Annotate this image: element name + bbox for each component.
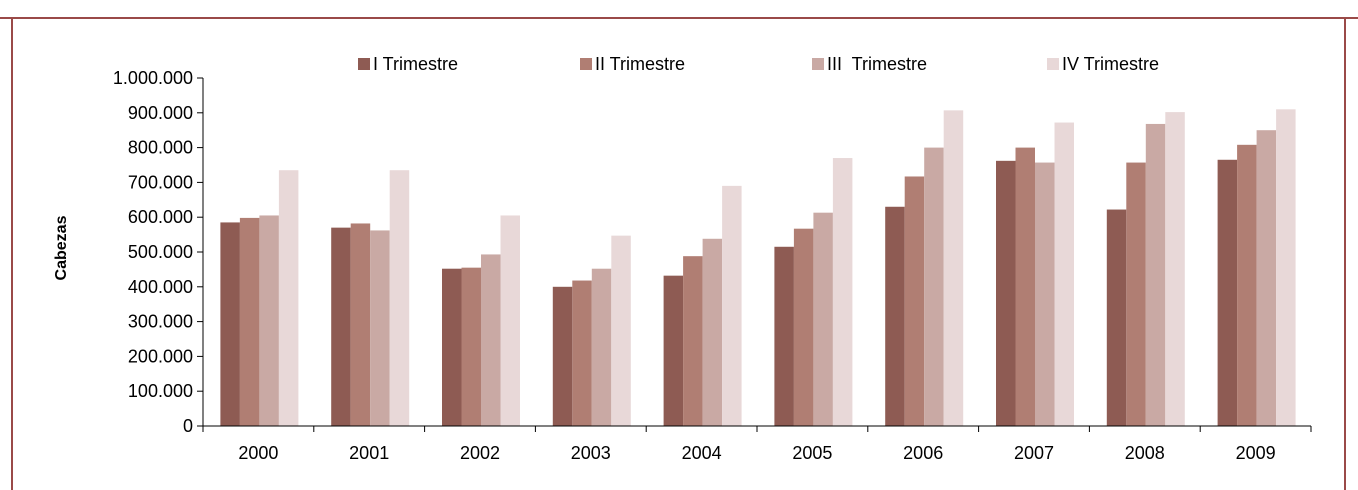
bar bbox=[442, 268, 462, 426]
bar bbox=[500, 215, 520, 426]
x-tick-label: 2000 bbox=[238, 443, 278, 463]
y-tick-label: 400.000 bbox=[128, 277, 193, 297]
y-tick-label: 200.000 bbox=[128, 346, 193, 366]
bar bbox=[259, 215, 279, 426]
x-tick-label: 2001 bbox=[349, 443, 389, 463]
bar bbox=[904, 176, 925, 426]
bar bbox=[278, 170, 299, 426]
x-tick-label: 2009 bbox=[1236, 443, 1276, 463]
bar bbox=[552, 286, 573, 426]
bar bbox=[1015, 147, 1035, 426]
legend-label: IV Trimestre bbox=[1062, 54, 1159, 74]
bar bbox=[591, 268, 612, 426]
bar bbox=[924, 147, 944, 426]
bar bbox=[1145, 123, 1166, 426]
y-axis-label: Cabezas bbox=[53, 215, 70, 280]
bar bbox=[832, 158, 853, 427]
bar bbox=[331, 227, 351, 426]
x-tick-label: 2004 bbox=[682, 443, 722, 463]
bar bbox=[885, 206, 905, 426]
bar bbox=[813, 212, 833, 426]
bar bbox=[220, 222, 240, 426]
bar bbox=[702, 238, 723, 426]
x-tick-label: 2008 bbox=[1125, 443, 1165, 463]
y-tick-label: 500.000 bbox=[128, 242, 193, 262]
legend-label: I Trimestre bbox=[373, 54, 458, 74]
y-tick-label: 600.000 bbox=[128, 207, 193, 227]
frame-borders bbox=[0, 17, 1358, 490]
bar bbox=[774, 246, 794, 426]
bar bbox=[683, 256, 703, 426]
x-tick-label: 2007 bbox=[1014, 443, 1054, 463]
y-tick-label: 0 bbox=[183, 416, 193, 436]
bar bbox=[1126, 162, 1146, 426]
bar bbox=[461, 267, 481, 426]
bar bbox=[481, 254, 501, 426]
legend: I Trimestre II Trimestre III Trimestre IV T… bbox=[358, 54, 1159, 74]
y-tick-label: 300.000 bbox=[128, 312, 193, 332]
bar bbox=[722, 185, 742, 426]
legend-label: II Trimestre bbox=[595, 54, 685, 74]
x-tick-label: 2002 bbox=[460, 443, 500, 463]
legend-swatch bbox=[1047, 58, 1059, 70]
x-tick-label: 2005 bbox=[792, 443, 832, 463]
bars bbox=[220, 109, 1296, 427]
bar bbox=[1165, 112, 1185, 426]
legend-label: III Trimestre bbox=[827, 54, 927, 74]
bar bbox=[1054, 122, 1074, 426]
y-tick-label: 800.000 bbox=[128, 138, 193, 158]
bar bbox=[1217, 159, 1238, 426]
legend-swatch bbox=[812, 58, 824, 70]
bar bbox=[1035, 162, 1055, 426]
bar bbox=[663, 275, 684, 426]
bar bbox=[389, 170, 410, 426]
axes: 0 100.000 200.000 300.000 400.000 500.000 600.… bbox=[113, 68, 1312, 463]
legend-swatch bbox=[358, 58, 370, 70]
y-tick-label: 100.000 bbox=[128, 381, 193, 401]
bar bbox=[793, 228, 814, 426]
bar bbox=[370, 230, 390, 426]
bar bbox=[1106, 209, 1127, 426]
legend-swatch bbox=[580, 58, 592, 70]
bar bbox=[943, 110, 964, 426]
bar bbox=[1256, 130, 1277, 426]
bar bbox=[350, 223, 371, 426]
x-tick-label: 2006 bbox=[903, 443, 943, 463]
bar bbox=[1276, 109, 1296, 426]
y-tick-label: 1.000.000 bbox=[113, 68, 193, 88]
x-tick-label: 2003 bbox=[571, 443, 611, 463]
bar bbox=[572, 280, 592, 426]
y-tick-label: 900.000 bbox=[128, 103, 193, 123]
bar bbox=[611, 235, 631, 426]
y-tick-label: 700.000 bbox=[128, 172, 193, 192]
bar bbox=[239, 217, 260, 426]
bar bbox=[996, 160, 1016, 426]
bar bbox=[1237, 144, 1257, 427]
